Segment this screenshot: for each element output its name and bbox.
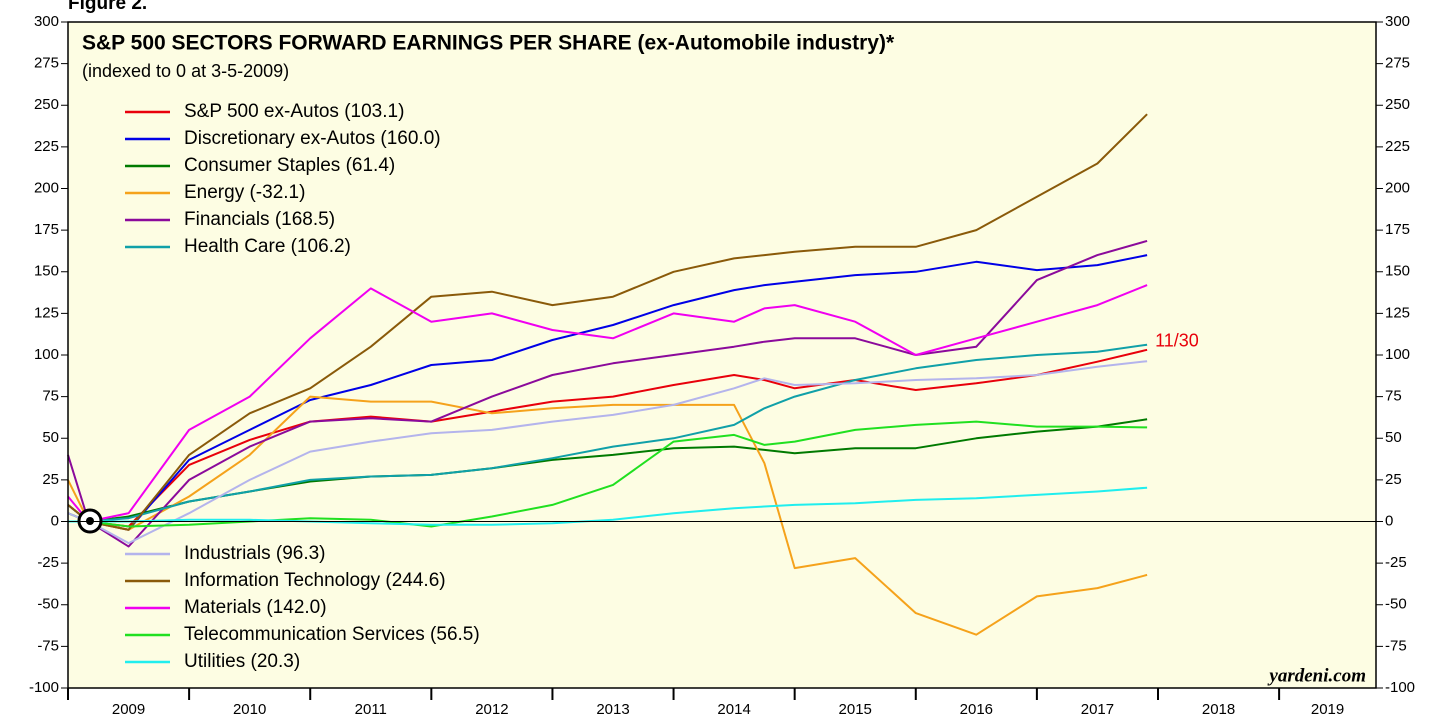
x-tick-label: 2016 (960, 701, 993, 718)
y-tick-label-right: 250 (1385, 96, 1410, 113)
y-tick-label: 50 (42, 429, 59, 446)
y-tick-label-right: 150 (1385, 263, 1410, 280)
series-line (67, 360, 1148, 545)
y-tick-label: 100 (34, 346, 59, 363)
legend-label: Consumer Staples (61.4) (184, 155, 395, 176)
x-tick-label: 2012 (475, 701, 508, 718)
y-tick-label-right: -50 (1385, 596, 1407, 613)
chart-subtitle: (indexed to 0 at 3-5-2009) (82, 61, 289, 81)
y-tick-label: 300 (34, 13, 59, 30)
y-tick-label: -50 (37, 596, 59, 613)
y-tick-label-right: 50 (1385, 429, 1402, 446)
legend-label: Health Care (106.2) (184, 236, 351, 257)
y-tick-label: 250 (34, 96, 59, 113)
y-tick-label: 150 (34, 263, 59, 280)
x-tick-label: 2018 (1202, 701, 1235, 718)
legend-label: Discretionary ex-Autos (160.0) (184, 128, 441, 149)
y-tick-label-right: 75 (1385, 388, 1402, 405)
series-line (67, 254, 1148, 531)
chart-title: S&P 500 SECTORS FORWARD EARNINGS PER SHA… (82, 32, 895, 55)
figure-label: Figure 2. (68, 0, 147, 14)
series-line (67, 284, 1148, 523)
end-annotation: 11/30 (1155, 331, 1199, 351)
plot-background (68, 22, 1376, 688)
legend-label: S&P 500 ex-Autos (103.1) (184, 101, 404, 122)
y-tick-label: 75 (42, 388, 59, 405)
series-line (67, 239, 1148, 548)
y-tick-label: -75 (37, 637, 59, 654)
y-tick-label: 125 (34, 304, 59, 321)
y-tick-label: 225 (34, 138, 59, 155)
legend-label: Financials (168.5) (184, 209, 335, 230)
x-tick-label: 2019 (1311, 701, 1344, 718)
y-tick-label-right: 225 (1385, 138, 1410, 155)
lines (67, 113, 1148, 636)
source: yardeni.com (1267, 665, 1366, 686)
legend-label: Utilities (20.3) (184, 651, 300, 672)
y-tick-label-right: 175 (1385, 221, 1410, 238)
legend-label: Industrials (96.3) (184, 543, 326, 564)
y-tick-label-right: 125 (1385, 304, 1410, 321)
legend-label: Information Technology (244.6) (184, 570, 446, 591)
y-tick-label-right: -25 (1385, 554, 1407, 571)
y-tick-label-right: 25 (1385, 471, 1402, 488)
series-line (67, 113, 1148, 531)
y-tick-label-right: 100 (1385, 346, 1410, 363)
y-tick-label: -25 (37, 554, 59, 571)
y-tick-label-right: 0 (1385, 512, 1393, 529)
series-line (67, 395, 1148, 636)
y-tick-label-right: 275 (1385, 55, 1410, 72)
y-tick-label-right: 200 (1385, 179, 1410, 196)
x-tick-label: 2013 (596, 701, 629, 718)
legend-label: Materials (142.0) (184, 597, 327, 618)
x-tick-label: 2010 (233, 701, 266, 718)
x-tick-label: 2017 (1081, 701, 1114, 718)
series-line (67, 343, 1148, 523)
y-tick-label: 0 (51, 512, 59, 529)
y-tick-label: 175 (34, 221, 59, 238)
x-tick-label: 2011 (355, 701, 387, 718)
y-tick-label-right: -100 (1385, 679, 1415, 696)
y-tick-label-right: -75 (1385, 637, 1407, 654)
y-tick-label: 200 (34, 179, 59, 196)
x-tick-label: 2009 (112, 701, 145, 718)
y-tick-label-right: 300 (1385, 13, 1410, 30)
y-tick-label: 25 (42, 471, 59, 488)
series-line (68, 420, 1148, 528)
y-tick-label: -100 (29, 679, 59, 696)
series-line (67, 348, 1148, 528)
x-tick-label: 2015 (839, 701, 872, 718)
legend-label: Telecommunication Services (56.5) (184, 624, 480, 645)
y-tick-label: 275 (34, 55, 59, 72)
series-line (68, 486, 1148, 526)
x-tick-label: 2014 (717, 701, 750, 718)
legend-label: Energy (-32.1) (184, 182, 305, 203)
